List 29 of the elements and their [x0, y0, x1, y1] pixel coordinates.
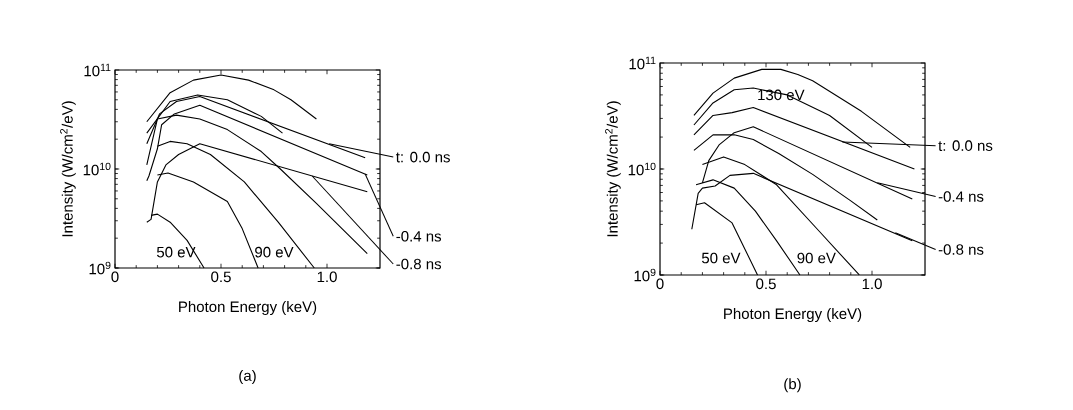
y-tick-label: 10$^{9}$ — [89, 261, 111, 275]
text: (b) — [784, 378, 801, 393]
y-axis-title: Intensity (W/cm$^{2}$/eV) — [605, 101, 621, 237]
annotation: 90 eV — [797, 252, 836, 264]
x-tick-label: 0 — [656, 278, 664, 290]
annotation: 50 eV — [701, 252, 741, 264]
y-tick-label: 10$^{11}$ — [629, 56, 656, 70]
y-tick-label: 10$^{10}$ — [628, 162, 656, 176]
annotation: -0.8 ns — [938, 244, 984, 255]
annotation: 50 eV — [156, 246, 196, 258]
x-axis-title: Photon Energy (keV) — [724, 308, 862, 322]
annotation: -0.8 ns — [396, 258, 442, 270]
annotation: -0.4 ns — [396, 231, 442, 242]
y-tick-label: 10$^{9}$ — [634, 268, 656, 282]
annotation: 90 eV — [255, 246, 294, 258]
x-tick-label: 1.0 — [317, 271, 337, 283]
x-tick-label: 0.5 — [756, 278, 776, 290]
x-tick-label: 1.0 — [862, 278, 882, 290]
annotation: 130 eV — [758, 89, 805, 101]
annotation: t: 0.0 ns — [395, 151, 450, 163]
annotation: t: 0.0 ns — [938, 140, 993, 151]
text: (a) — [239, 369, 256, 384]
x-axis-title: Photon Energy (keV) — [179, 301, 317, 315]
y-tick-label: 10$^{11}$ — [84, 63, 111, 77]
x-tick-label: 0 — [111, 271, 119, 283]
y-axis-title: Intensity (W/cm$^{2}$/eV) — [60, 101, 76, 237]
y-tick-label: 10$^{10}$ — [83, 162, 111, 176]
x-tick-label: 0.5 — [211, 271, 231, 283]
annotation: -0.4 ns — [938, 191, 984, 202]
